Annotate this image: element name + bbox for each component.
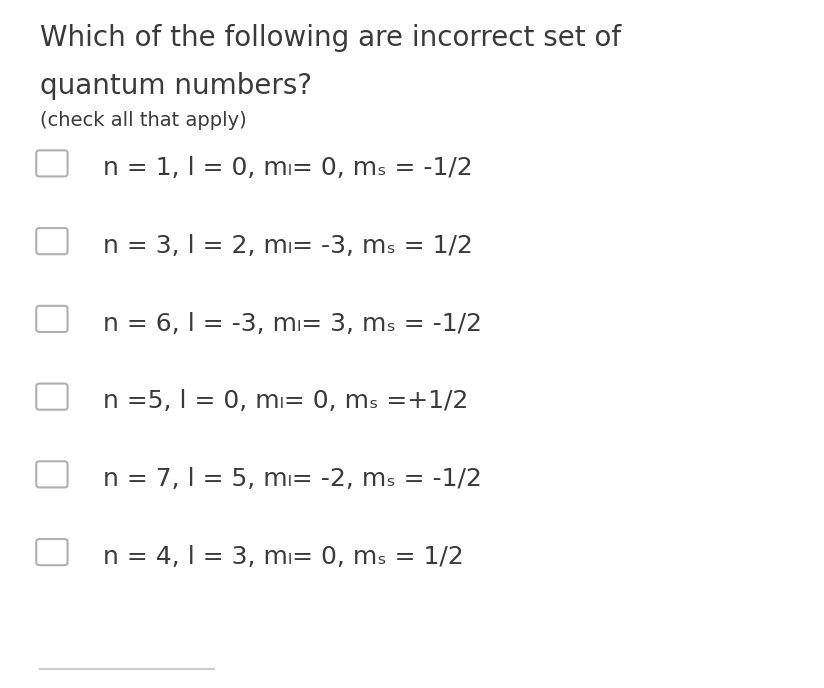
Text: n = 4, l = 3, mₗ= 0, mₛ = 1/2: n = 4, l = 3, mₗ= 0, mₛ = 1/2 [103,545,464,569]
Text: Which of the following are incorrect set of: Which of the following are incorrect set… [40,24,620,52]
Text: n = 3, l = 2, mₗ= -3, mₛ = 1/2: n = 3, l = 2, mₗ= -3, mₛ = 1/2 [103,234,473,258]
FancyBboxPatch shape [36,305,68,332]
Text: n = 1, l = 0, mₗ= 0, mₛ = -1/2: n = 1, l = 0, mₗ= 0, mₛ = -1/2 [103,156,473,180]
Text: n = 7, l = 5, mₗ= -2, mₛ = -1/2: n = 7, l = 5, mₗ= -2, mₛ = -1/2 [103,467,482,491]
Text: quantum numbers?: quantum numbers? [40,72,311,100]
FancyBboxPatch shape [36,384,68,410]
FancyBboxPatch shape [36,462,68,487]
Text: n = 6, l = -3, mₗ= 3, mₛ = -1/2: n = 6, l = -3, mₗ= 3, mₛ = -1/2 [103,312,482,336]
FancyBboxPatch shape [36,228,68,254]
Text: n =5, l = 0, mₗ= 0, mₛ =+1/2: n =5, l = 0, mₗ= 0, mₛ =+1/2 [103,389,468,413]
FancyBboxPatch shape [36,539,68,566]
Text: (check all that apply): (check all that apply) [40,111,246,131]
FancyBboxPatch shape [36,151,68,176]
